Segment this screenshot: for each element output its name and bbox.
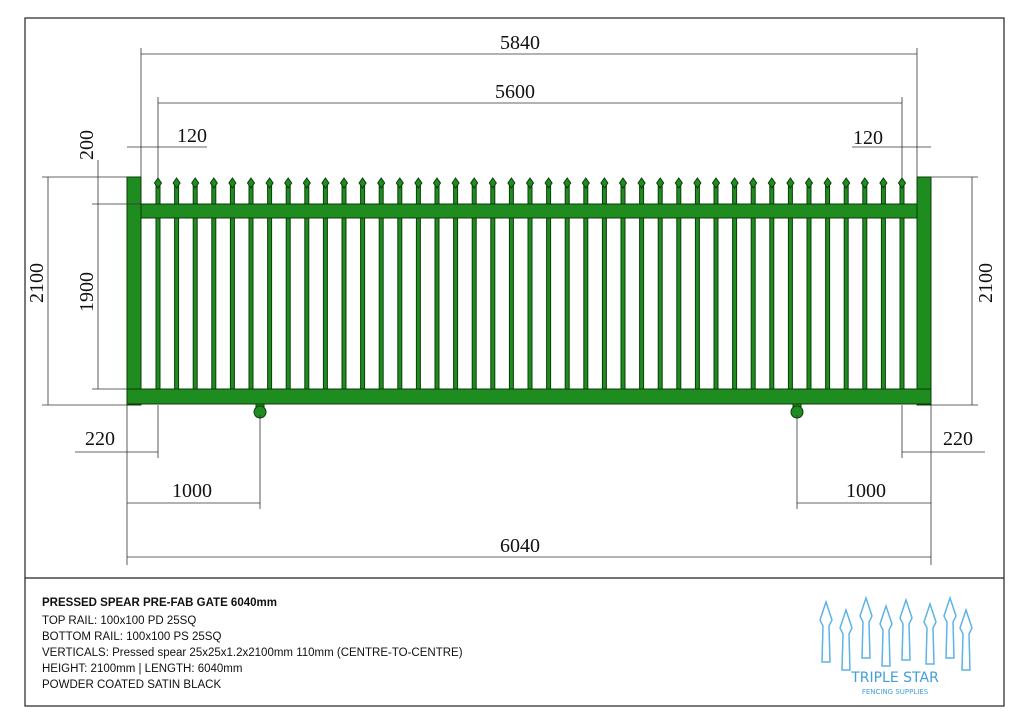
spear-tip [451,177,460,189]
dimension: 6040 [500,535,540,557]
info-title: PRESSED SPEAR PRE-FAB GATE 6040mm [42,597,277,609]
spear-tip [804,177,814,189]
spear-tip [767,177,776,189]
spear-tip [191,177,200,189]
spear-tip [544,177,553,189]
info-line: HEIGHT: 2100mm | LENGTH: 6040mm [42,663,242,675]
logo-spear [859,595,873,659]
spear-tip [897,177,907,189]
spear-tip [265,177,274,189]
dimension: 220 [85,428,115,450]
spear-tip [563,177,572,189]
spear-tip [321,177,330,189]
left-post [126,176,142,406]
logo [819,595,973,671]
spear-tip [786,177,795,189]
spear-tip [358,177,367,189]
gate [126,176,932,419]
logo-spear [943,595,957,659]
spear-tip [377,177,386,189]
spear-tip [842,177,851,189]
spear-tip [618,177,628,189]
dimension: 5600 [495,81,535,103]
dimension: 1000 [846,480,886,502]
dimension: 5840 [500,32,540,54]
logo-spear [923,601,937,665]
spear-tip [749,177,758,189]
dimension: 200 [76,130,98,160]
logo-spear [839,607,853,671]
logo-spear [959,607,973,671]
border [24,17,1005,707]
bottom-rail [126,388,932,405]
logo-name: TRIPLE STAR [850,670,939,686]
info-line: VERTICALS: Pressed spear 25x25x1.2x2100m… [42,647,463,659]
logo-tagline: FENCING SUPPLIES [862,688,929,696]
spear-tip [339,177,349,189]
spear-tip [656,177,665,189]
spear-tip [674,177,683,189]
dimension-lines [42,48,985,565]
spear-tip [879,177,888,189]
dimension: 2100 [26,263,48,303]
dimension: 120 [853,127,883,149]
logo-spear [819,599,833,663]
right-post [916,176,932,406]
spear-tip [302,177,311,189]
spear-tip [730,177,739,189]
spear-tip [600,177,609,189]
spear-tip [284,177,293,189]
spear-tip [507,177,516,189]
info-line: POWDER COATED SATIN BLACK [42,679,221,691]
spear-tip [488,177,497,189]
info-line: BOTTOM RAIL: 100x100 PS 25SQ [42,631,221,643]
dimension: 2100 [975,263,997,303]
spear-tip [470,177,479,189]
dimension: 1900 [76,272,98,312]
spear-tip [823,177,832,189]
top-rail [140,203,918,219]
spear-tip [395,177,404,189]
spear-tip [228,177,237,189]
spear-tip [693,177,702,189]
spear-tip [860,177,869,189]
dimension: 220 [943,428,973,450]
spear-tip [209,177,218,189]
spear-tip [525,177,535,189]
spear-tip [153,177,163,189]
spear-tip [172,177,181,189]
logo-spear [879,603,893,667]
spear-tip [432,177,442,189]
spear-tip [581,177,590,189]
info-line: TOP RAIL: 100x100 PD 25SQ [42,615,196,627]
logo-spear [899,597,913,661]
spear-tip [246,177,256,189]
dimension: 1000 [172,480,212,502]
spear-tip [711,177,721,189]
dimension: 120 [177,125,207,147]
spear-tip [637,177,646,189]
spear-tip [414,177,423,189]
